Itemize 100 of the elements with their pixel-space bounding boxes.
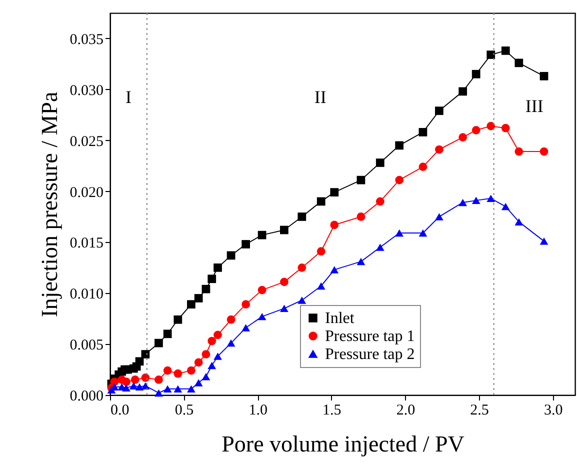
point: [242, 300, 250, 309]
y-tick-label: 0.030: [70, 82, 104, 99]
point: [514, 147, 524, 156]
point: [163, 366, 172, 375]
point: [514, 58, 524, 68]
point: [174, 385, 182, 393]
point: [187, 366, 196, 375]
annotation: III: [525, 96, 544, 116]
point: [458, 198, 467, 206]
y-tick-label: 0.020: [70, 184, 104, 201]
y-tick-label: 0.035: [70, 32, 104, 48]
point: [141, 350, 150, 358]
point: [472, 126, 480, 134]
point: [226, 251, 236, 260]
point: [208, 362, 216, 370]
x-tick-label: 0.5: [174, 402, 194, 418]
point: [154, 389, 163, 397]
y-tick-label: 0.010: [70, 286, 104, 303]
point: [540, 238, 548, 245]
point: [202, 373, 210, 380]
point: [501, 124, 510, 132]
x-tick-label: 3.0: [544, 402, 563, 418]
point: [316, 282, 326, 290]
point: [376, 158, 384, 167]
point: [501, 46, 510, 55]
point: [395, 229, 404, 237]
x-axis-title: Pore volume injected / PV: [222, 432, 465, 456]
x-tick-label: 2.5: [470, 402, 489, 418]
point: [298, 296, 306, 304]
point: [376, 197, 384, 206]
point: [214, 330, 222, 340]
point: [208, 274, 216, 284]
point: [154, 376, 163, 384]
point: [356, 258, 366, 266]
point: [187, 385, 196, 393]
point: [316, 197, 326, 206]
point: [202, 350, 210, 358]
y-tick-label: 0.015: [70, 236, 104, 252]
point: [226, 315, 236, 324]
point: [395, 176, 404, 184]
legend-label: Pressure tap 1: [325, 328, 415, 345]
legend-label: Pressure tap 2: [325, 346, 415, 363]
point: [163, 330, 172, 338]
point: [435, 213, 444, 220]
point: [194, 294, 203, 302]
point: [472, 196, 480, 204]
point: [258, 286, 266, 294]
point: [174, 315, 182, 324]
point: [214, 263, 222, 272]
point: [242, 324, 250, 332]
point: [154, 338, 163, 348]
point: [129, 382, 138, 390]
point: [226, 339, 236, 347]
point: [130, 376, 140, 384]
point: [135, 383, 144, 390]
point: [298, 212, 306, 221]
point: [486, 194, 496, 202]
point: [418, 128, 428, 136]
point: [214, 352, 222, 360]
point: [194, 358, 203, 367]
point: [540, 147, 548, 156]
point: [356, 176, 366, 184]
point: [316, 247, 326, 256]
point: [472, 70, 480, 78]
point: [280, 226, 288, 234]
point: [163, 385, 172, 393]
point: [540, 72, 548, 80]
x-tick-label: 1.5: [322, 402, 342, 418]
point: [187, 300, 196, 309]
point: [418, 162, 428, 171]
point: [135, 357, 144, 366]
annotation: II: [314, 87, 326, 107]
x-tick-label: 2.0: [396, 402, 416, 418]
point: [376, 244, 384, 251]
y-axis-title: Injection pressure / MPa: [36, 92, 62, 318]
point: [122, 384, 130, 392]
y-tick-label: 0.005: [70, 338, 104, 354]
legend-label: Inlet: [325, 310, 355, 327]
x-tick-label: 1.0: [248, 402, 268, 418]
point: [258, 230, 266, 240]
point: [501, 202, 510, 210]
point: [330, 266, 339, 274]
y-tick-label: 0.000: [70, 388, 104, 404]
point: [486, 50, 496, 59]
point: [458, 133, 467, 142]
point: [298, 263, 306, 272]
y-tick-label: 0.025: [70, 134, 104, 150]
point: [141, 374, 150, 382]
x-tick-label: 0.0: [110, 402, 130, 418]
point: [395, 141, 404, 150]
point: [208, 336, 216, 346]
point: [435, 145, 444, 154]
point: [458, 87, 467, 96]
point: [514, 218, 524, 226]
point: [330, 188, 339, 196]
point: [280, 304, 288, 312]
point: [356, 212, 366, 221]
point: [258, 312, 266, 320]
point: [202, 284, 210, 294]
point: [280, 278, 288, 286]
